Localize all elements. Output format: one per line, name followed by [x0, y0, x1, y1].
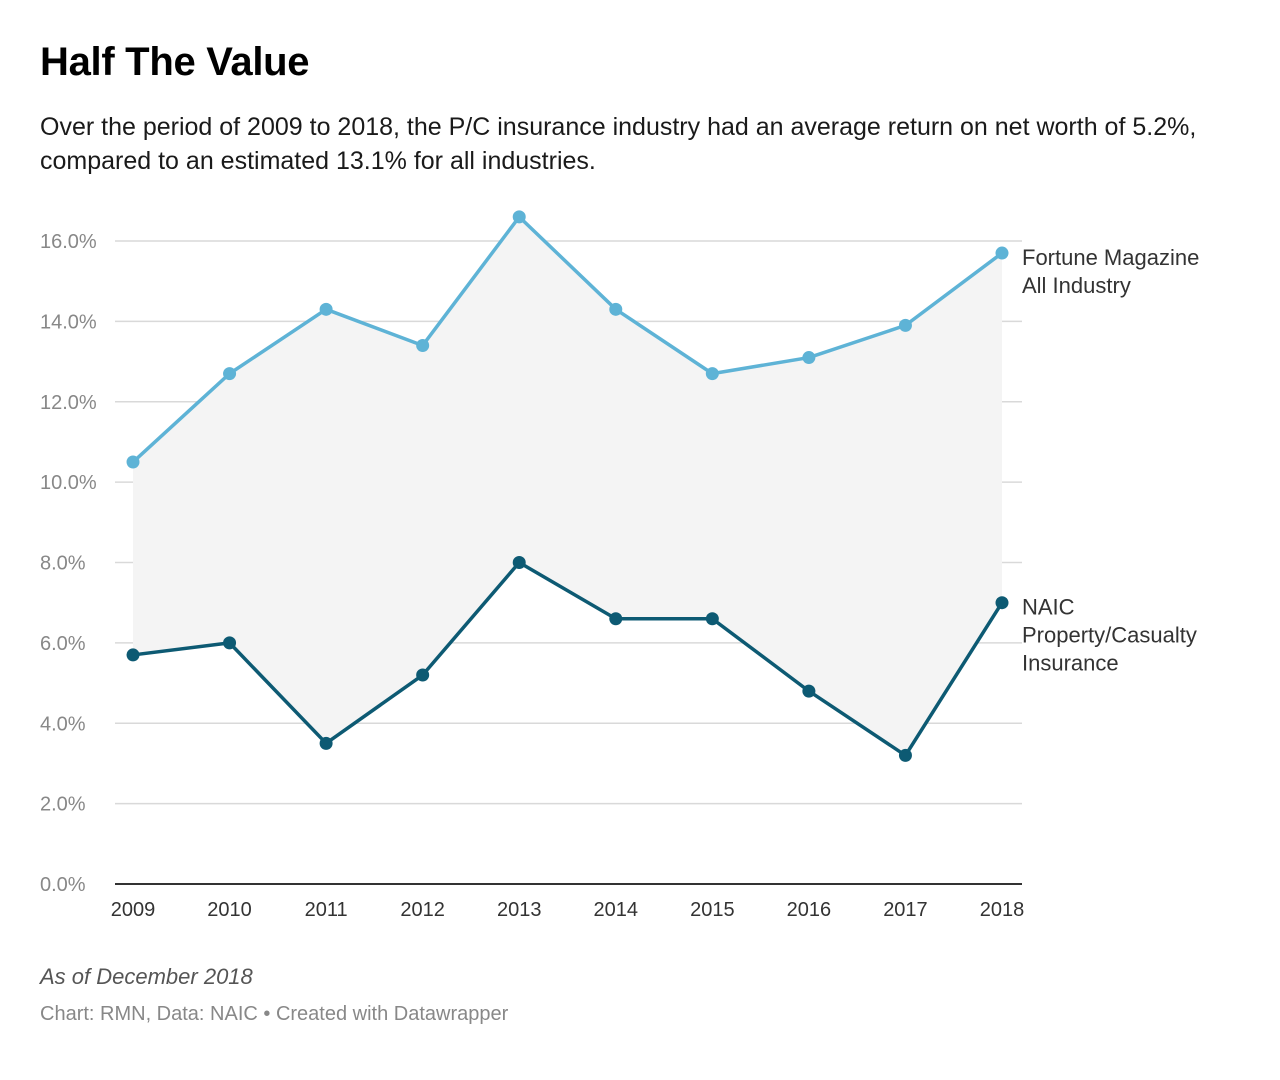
data-point — [416, 668, 430, 682]
y-tick-label: 10.0% — [40, 472, 97, 494]
y-tick-label: 4.0% — [40, 713, 86, 735]
series-1 — [126, 556, 1009, 762]
y-tick-label: 16.0% — [40, 231, 97, 253]
series-lines — [126, 210, 1009, 762]
data-point — [802, 351, 816, 365]
data-point — [609, 612, 623, 626]
chart-notes: As of December 2018 — [40, 964, 253, 989]
x-tick-label: 2010 — [207, 899, 252, 921]
y-tick-label: 14.0% — [40, 311, 97, 333]
data-point — [319, 736, 333, 750]
data-point — [995, 246, 1009, 260]
x-tick-label: 2013 — [497, 899, 542, 921]
data-point — [223, 636, 237, 650]
x-tick-label: 2015 — [690, 899, 735, 921]
data-point — [416, 338, 430, 352]
data-point — [223, 367, 237, 381]
data-point — [705, 612, 719, 626]
data-point — [609, 302, 623, 316]
data-point — [898, 318, 912, 332]
data-point — [995, 596, 1009, 610]
x-tick-label: 2009 — [111, 899, 156, 921]
x-tick-label: 2011 — [305, 899, 348, 921]
data-point — [705, 367, 719, 381]
series-line — [132, 560, 1004, 758]
data-point — [512, 210, 526, 224]
line-chart: 0.0% 2.0% 4.0% 6.0% 8.0% 10.0% 12.0% 14.0% 16.0%… — [40, 210, 1199, 921]
series-line — [131, 215, 1004, 464]
data-point — [898, 748, 912, 762]
x-tick-label: 2012 — [400, 899, 445, 921]
data-point — [319, 302, 333, 316]
y-tick-label: 8.0% — [40, 553, 86, 575]
y-tick-label: 0.0% — [40, 874, 86, 896]
data-point — [512, 556, 526, 569]
chart-subtitle: Over the period of 2009 to 2018, the P/C… — [40, 113, 1197, 175]
series-label: NAIC Property/Casualty Insurance — [1022, 595, 1197, 676]
y-tick-label: 6.0% — [40, 633, 86, 655]
range-area — [133, 216, 1002, 756]
data-point — [126, 455, 140, 469]
series-0 — [126, 210, 1009, 469]
x-tick-label: 2018 — [980, 899, 1025, 921]
series-labels: Fortune Magazine All Industry NAIC Property… — [1022, 245, 1199, 676]
x-tick-label: 2017 — [883, 899, 928, 921]
data-point — [802, 684, 816, 698]
chart-source: Chart: RMN, Data: NAIC • Created with Da… — [40, 1003, 509, 1025]
y-tick-label: 12.0% — [40, 392, 97, 414]
data-point — [126, 648, 140, 662]
y-tick-label: 2.0% — [40, 794, 86, 816]
area-between-series — [133, 216, 1002, 756]
series-label: Fortune Magazine All Industry — [1022, 245, 1199, 298]
x-tick-label: 2016 — [787, 899, 832, 921]
x-tick-label: 2014 — [594, 899, 639, 921]
chart-title: Half The Value — [40, 40, 310, 84]
axes: 0.0% 2.0% 4.0% 6.0% 8.0% 10.0% 12.0% 14.0% 16.0%… — [40, 231, 1024, 921]
